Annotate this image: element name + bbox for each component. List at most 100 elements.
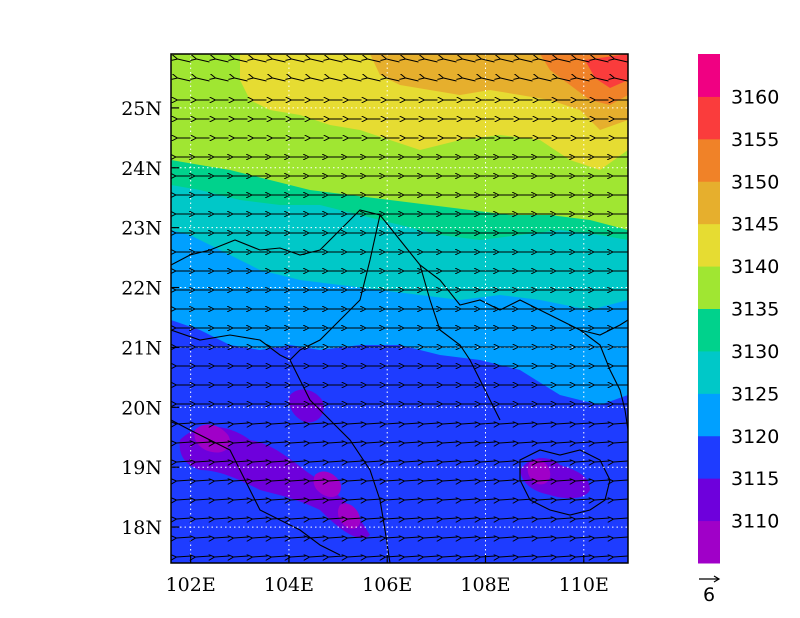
colorbar-swatch (698, 393, 720, 437)
wind-arrow (443, 480, 458, 481)
wind-arrow (329, 442, 344, 443)
wind-arrow (329, 556, 344, 557)
wind-arrow (348, 442, 363, 443)
wind-arrow (310, 518, 325, 519)
wind-arrow (576, 537, 591, 538)
wind-arrow (367, 423, 382, 424)
wind-arrow (577, 59, 590, 63)
wind-arrow (234, 423, 249, 424)
wind-arrow (253, 537, 268, 538)
wind-vectors (176, 59, 628, 557)
wind-arrow (405, 537, 420, 538)
wind-arrow (557, 442, 572, 443)
wind-arrow (500, 461, 515, 462)
wind-arrow (272, 499, 287, 500)
wind-arrow (614, 556, 628, 557)
wind-arrow (367, 518, 382, 519)
wind-arrow (329, 537, 344, 538)
coastline (519, 449, 611, 516)
wind-arrow (273, 78, 286, 82)
wind-arrow (310, 423, 325, 424)
wind-arrow (386, 480, 401, 481)
wind-arrow (196, 537, 211, 538)
wind-arrow (614, 499, 628, 500)
wind-arrow (386, 537, 401, 538)
wind-arrow (500, 499, 515, 500)
wind-arrow (178, 78, 191, 82)
reference-vector-head (713, 575, 721, 583)
wind-arrow (291, 423, 306, 424)
wind-arrow (234, 556, 249, 557)
wind-arrow (538, 518, 553, 519)
wind-arrow (519, 423, 534, 424)
colorbar-label: 3120 (731, 426, 779, 448)
wind-arrow (576, 480, 591, 481)
wind-arrow (614, 537, 628, 538)
wind-arrow (424, 480, 439, 481)
wind-arrow (253, 556, 268, 557)
wind-arrow (463, 59, 476, 63)
wind-arrow (595, 480, 610, 481)
wind-arrow (197, 59, 210, 63)
wind-arrow (557, 556, 572, 557)
wind-arrow (425, 59, 438, 63)
wind-arrow (386, 518, 401, 519)
colorbar-swatch (698, 138, 720, 182)
wind-arrow (348, 499, 363, 500)
colorbar-swatch (698, 308, 720, 352)
wind-arrow (178, 59, 191, 63)
wind-arrow (329, 480, 344, 481)
wind-arrow (520, 59, 533, 63)
wind-arrow (462, 537, 477, 538)
wind-arrow (443, 518, 458, 519)
wind-arrow (272, 556, 287, 557)
wind-arrow (614, 518, 628, 519)
wind-arrow (443, 556, 458, 557)
wind-arrow (424, 423, 439, 424)
wind-arrow (462, 480, 477, 481)
wind-arrow (576, 556, 591, 557)
coastline (171, 329, 291, 361)
wind-arrow (577, 78, 590, 82)
wind-arrow (595, 518, 610, 519)
colorbar-swatch (698, 520, 720, 564)
wind-arrow (348, 461, 363, 462)
wind-arrow (234, 461, 249, 462)
wind-arrow (272, 537, 287, 538)
wind-arrow (519, 518, 534, 519)
wind-arrow (424, 518, 439, 519)
wind-arrow (595, 537, 610, 538)
wind-arrow (253, 480, 268, 481)
wind-arrow (481, 556, 496, 557)
wind-arrow (196, 556, 211, 557)
wind-arrow (215, 461, 230, 462)
wind-arrow (329, 499, 344, 500)
wind-arrow (557, 480, 572, 481)
wind-arrow (234, 442, 249, 443)
wind-arrow (424, 556, 439, 557)
wind-arrow (272, 423, 287, 424)
wind-arrow (215, 480, 230, 481)
coastline (579, 329, 628, 431)
wind-arrow (462, 556, 477, 557)
wind-arrow (367, 442, 382, 443)
wind-arrow (443, 499, 458, 500)
wind-arrow (367, 461, 382, 462)
wind-arrow (253, 442, 268, 443)
wind-arrow (348, 537, 363, 538)
reference-vector: 6 (699, 575, 721, 606)
wind-arrow (614, 442, 628, 443)
wind-arrow (368, 59, 381, 63)
contour-region (179, 426, 370, 539)
wind-arrow (558, 78, 571, 82)
colorbar-label: 3140 (731, 256, 779, 278)
wind-arrow (367, 537, 382, 538)
y-tick-label: 25N (121, 98, 162, 120)
wind-arrow (291, 442, 306, 443)
wind-arrow (576, 442, 591, 443)
wind-arrow (539, 78, 552, 82)
wind-arrow (614, 461, 628, 462)
wind-arrow (348, 556, 363, 557)
wind-arrow (291, 461, 306, 462)
wind-arrow (253, 518, 268, 519)
